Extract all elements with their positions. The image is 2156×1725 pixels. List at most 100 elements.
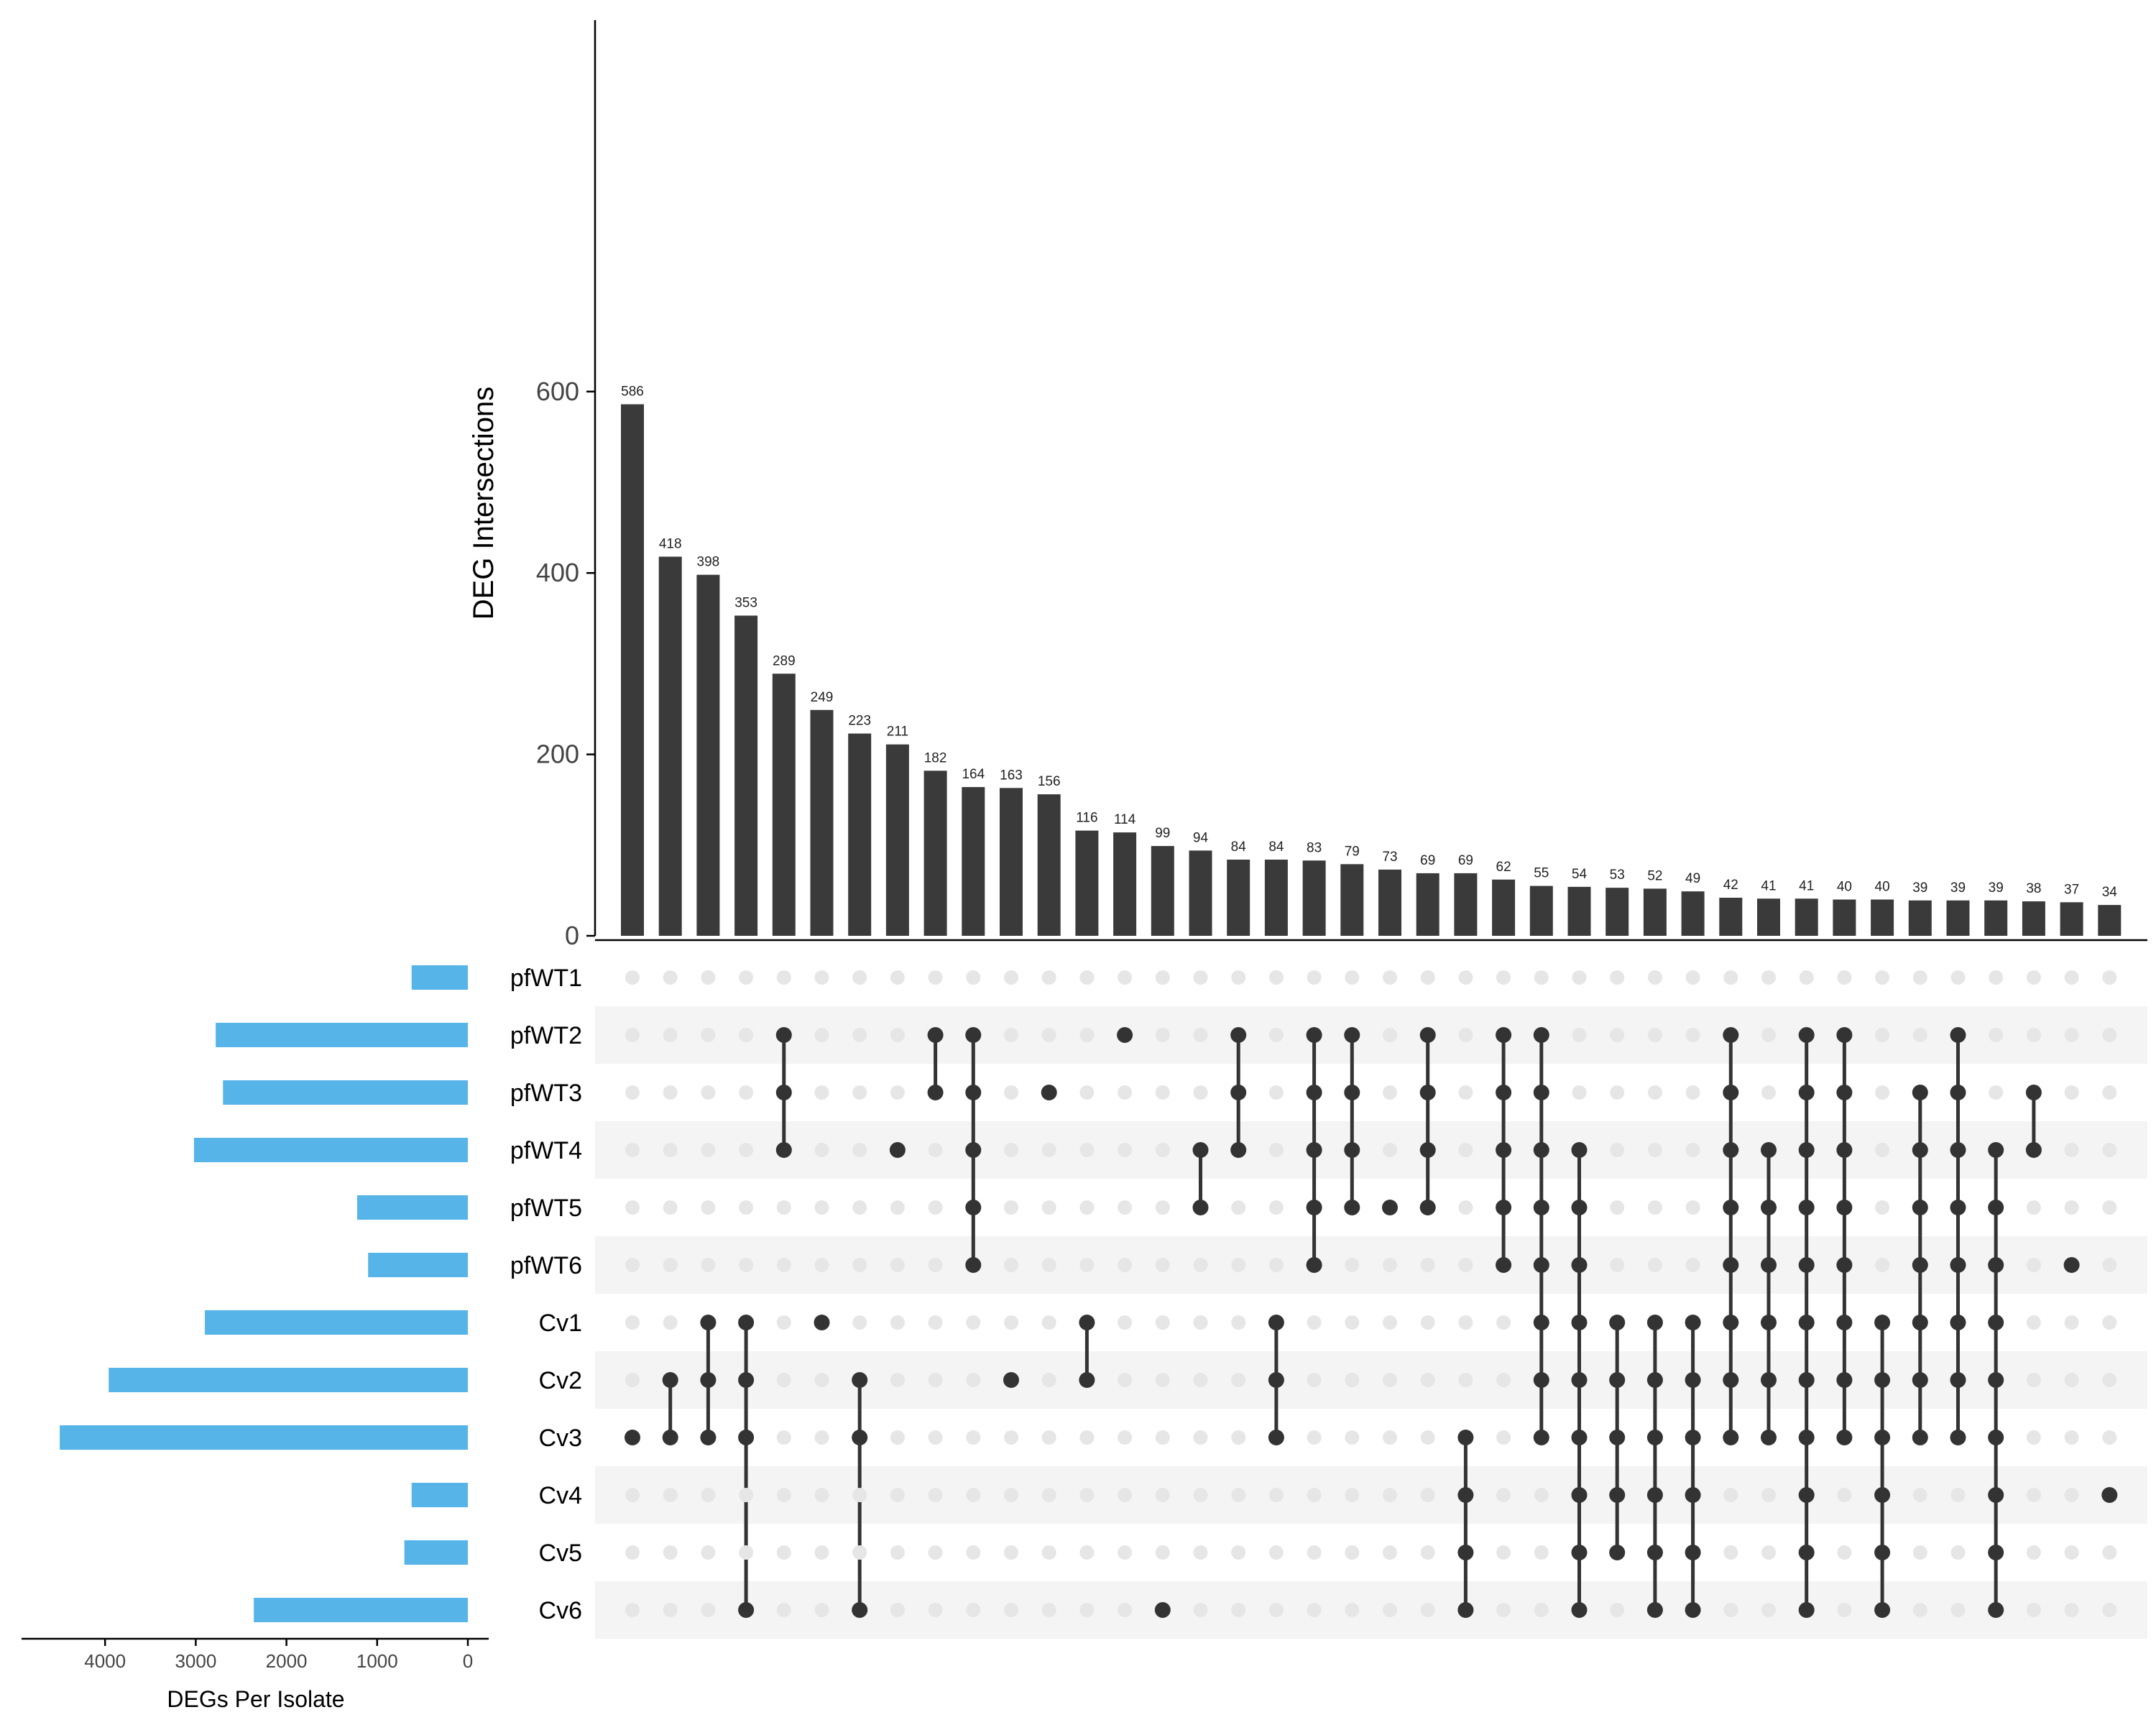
membership-dot-active	[1836, 1142, 1853, 1158]
intersection-bar-label: 53	[1610, 868, 1625, 883]
intersection-bar-label: 34	[2102, 885, 2118, 900]
membership-dot-inactive	[852, 1085, 867, 1100]
membership-dot-inactive	[1118, 1315, 1133, 1330]
membership-dot-inactive	[2026, 1028, 2041, 1042]
membership-dot-inactive	[1041, 1200, 1056, 1215]
membership-dot-inactive	[1647, 970, 1662, 985]
membership-dot-inactive	[966, 1430, 981, 1445]
intersection-bar-label: 41	[1761, 878, 1776, 893]
intersection-bar	[1264, 859, 1288, 936]
membership-dot-inactive	[1761, 1085, 1776, 1100]
intersection-bar-label: 398	[697, 555, 720, 570]
membership-dot-inactive	[1231, 1488, 1246, 1502]
membership-dot-active	[1950, 1200, 1966, 1215]
membership-dot-inactive	[1231, 1603, 1246, 1617]
membership-dot-inactive	[1041, 1258, 1056, 1272]
intersection-bar-label: 49	[1685, 871, 1700, 886]
membership-dot-active	[625, 1430, 640, 1445]
membership-dot-active	[700, 1315, 717, 1330]
membership-dot-inactive	[1912, 1603, 1927, 1617]
membership-dot-active	[1344, 1142, 1360, 1158]
intersection-bar	[1075, 830, 1099, 936]
membership-dot-active	[1798, 1487, 1815, 1503]
membership-dot-inactive	[776, 1200, 791, 1215]
membership-dot-inactive	[1383, 1143, 1397, 1157]
membership-dot-active	[1836, 1257, 1853, 1273]
membership-dot-active	[700, 1372, 717, 1388]
intersection-bar-label: 114	[1114, 812, 1136, 827]
membership-dot-active	[965, 1085, 982, 1100]
membership-dot-active	[1306, 1027, 1322, 1043]
membership-dot-inactive	[2064, 970, 2079, 985]
membership-dot-active	[852, 1372, 868, 1388]
membership-dot-active	[1571, 1372, 1588, 1388]
membership-dot-inactive	[1079, 1430, 1095, 1445]
membership-dot-inactive	[663, 1143, 678, 1157]
membership-dot-inactive	[1647, 1143, 1662, 1157]
intersection-bar	[848, 733, 872, 936]
intersection-bar-label: 79	[1345, 844, 1360, 859]
membership-dot-inactive	[928, 1200, 943, 1215]
membership-dot-inactive	[1723, 1488, 1738, 1502]
intersection-bar-label: 84	[1231, 840, 1247, 855]
membership-dot-active	[775, 1027, 792, 1043]
membership-dot-inactive	[1231, 970, 1246, 985]
membership-dot-inactive	[1458, 1028, 1473, 1042]
membership-dot-inactive	[890, 1085, 905, 1100]
membership-dot-inactive	[1723, 1545, 1738, 1560]
membership-dot-active	[1988, 1545, 2004, 1560]
intersection-bar	[1454, 873, 1478, 936]
membership-dot-inactive	[2102, 1373, 2117, 1387]
intersection-bar	[1606, 888, 1629, 936]
membership-dot-inactive	[1004, 1258, 1018, 1272]
membership-dot-active	[1344, 1085, 1360, 1100]
membership-dot-inactive	[1004, 1143, 1018, 1157]
membership-dot-inactive	[1193, 1028, 1208, 1042]
membership-dot-active	[1950, 1372, 1966, 1388]
membership-dot-inactive	[1420, 970, 1435, 985]
intersection-bar	[1529, 886, 1553, 936]
membership-dot-active	[1988, 1602, 2004, 1618]
membership-dot-active	[738, 1430, 755, 1445]
intersection-bar-label: 39	[1912, 880, 1927, 896]
membership-dot-active	[1268, 1372, 1284, 1388]
membership-dot-active	[1646, 1545, 1663, 1560]
membership-dot-inactive	[663, 1085, 678, 1100]
membership-dot-inactive	[1875, 1085, 1890, 1100]
membership-dot-inactive	[663, 1200, 678, 1215]
membership-dot-active	[1723, 1085, 1739, 1100]
membership-dot-inactive	[1231, 1200, 1246, 1215]
membership-dot-inactive	[2102, 970, 2117, 985]
membership-dot-inactive	[1761, 970, 1776, 985]
membership-dot-active	[1874, 1487, 1891, 1503]
membership-dot-inactive	[1268, 1143, 1284, 1157]
membership-dot-inactive	[1837, 970, 1852, 985]
intersection-bar	[1719, 897, 1743, 936]
membership-dot-inactive	[1761, 1028, 1776, 1042]
intersection-bar	[696, 574, 720, 936]
set-size-tick-label: 3000	[175, 1650, 216, 1672]
membership-dot-inactive	[1534, 970, 1549, 985]
membership-dot-inactive	[2064, 1488, 2079, 1502]
membership-dot-inactive	[1345, 1430, 1360, 1445]
membership-dot-inactive	[1383, 1373, 1397, 1387]
membership-dot-inactive	[1383, 1603, 1397, 1617]
membership-dot-inactive	[814, 1028, 829, 1042]
set-label: Cv4	[539, 1482, 582, 1509]
membership-dot-active	[1836, 1085, 1853, 1100]
membership-dot-inactive	[1345, 1545, 1360, 1560]
membership-dot-inactive	[1420, 1373, 1435, 1387]
membership-dot-inactive	[1231, 1315, 1246, 1330]
membership-dot-active	[1609, 1430, 1626, 1445]
intersection-bar	[1492, 879, 1516, 936]
membership-dot-inactive	[625, 1085, 640, 1100]
membership-dot-inactive	[1610, 1258, 1625, 1272]
membership-dot-inactive	[814, 1200, 829, 1215]
membership-dot-inactive	[1118, 1085, 1133, 1100]
membership-dot-inactive	[852, 1545, 867, 1560]
membership-dot-active	[1079, 1372, 1095, 1388]
set-name-labels: pfWT1 pfWT2 pfWT3 pfWT4 pfWT5 pfWT6 Cv1 Cv2 Cv3 C…	[510, 965, 582, 1624]
membership-dot-inactive	[1420, 1258, 1435, 1272]
membership-dot-inactive	[625, 1258, 640, 1272]
